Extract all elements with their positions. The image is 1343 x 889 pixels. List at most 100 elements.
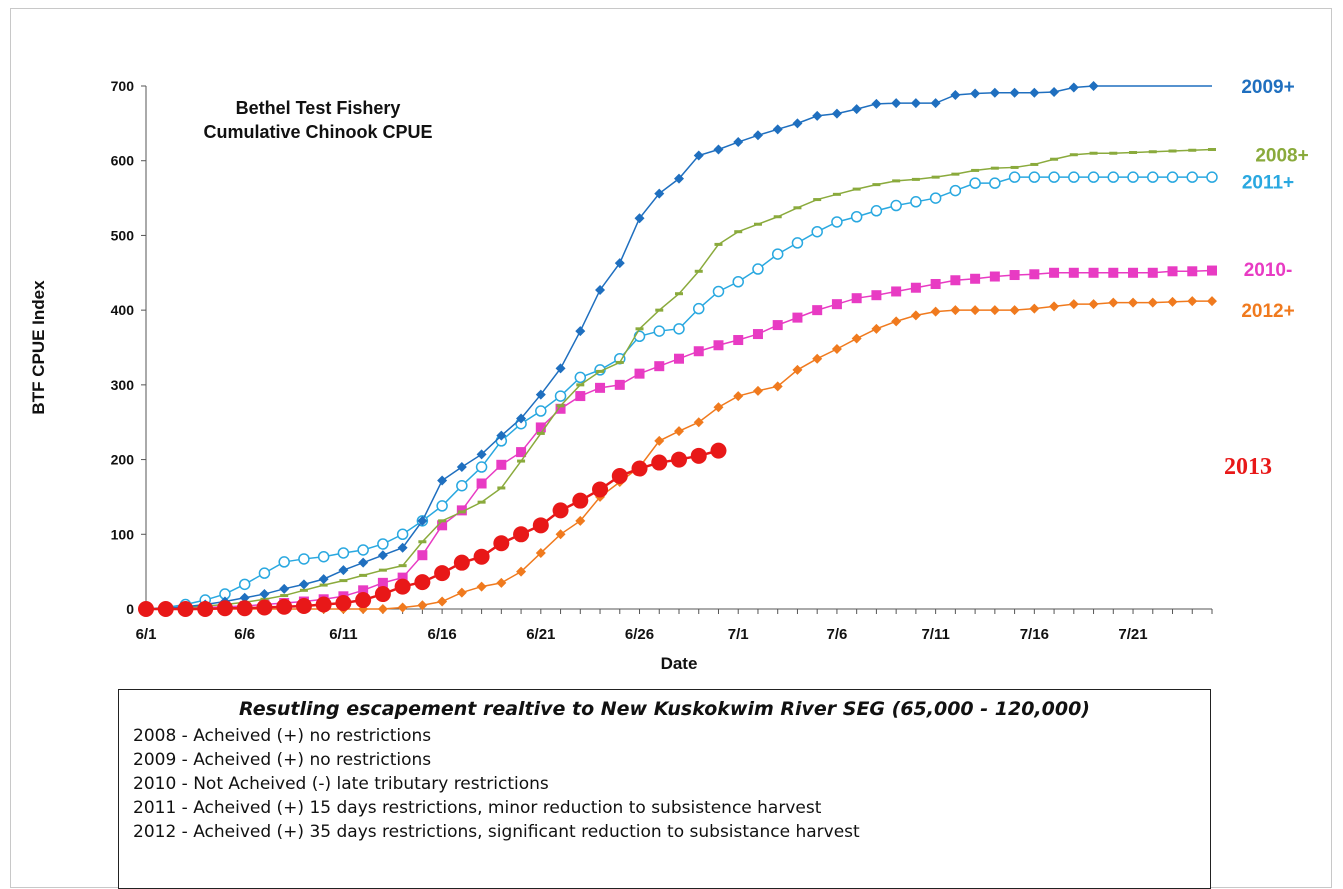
data-point: [1049, 267, 1060, 278]
data-point: [517, 459, 526, 463]
data-point: [398, 564, 407, 568]
x-tick-label: 7/11: [921, 626, 949, 643]
data-point: [335, 595, 352, 612]
data-point: [555, 363, 566, 374]
data-point: [1068, 299, 1079, 310]
data-point: [752, 263, 764, 275]
data-point: [1009, 270, 1020, 281]
data-point: [456, 462, 467, 473]
data-point: [871, 98, 882, 109]
data-point: [753, 222, 762, 226]
data-point: [516, 413, 527, 424]
data-point: [1049, 301, 1060, 312]
data-point: [970, 88, 981, 99]
data-point: [791, 237, 804, 249]
data-point: [792, 118, 803, 129]
data-point: [1029, 303, 1040, 314]
data-point: [891, 98, 902, 109]
data-point: [536, 431, 545, 435]
x-tick-label: 7/1: [728, 626, 749, 643]
series-2009: [141, 81, 1212, 614]
data-point: [1207, 265, 1217, 276]
data-point: [693, 417, 704, 428]
data-point: [358, 557, 369, 568]
data-point: [675, 292, 683, 296]
data-point: [197, 601, 214, 617]
data-point: [811, 225, 823, 238]
data-point: [338, 565, 349, 576]
data-point: [950, 89, 961, 100]
data-point: [615, 360, 624, 364]
data-point: [812, 305, 823, 316]
series-label: 2012+: [1241, 301, 1294, 322]
data-point: [394, 578, 411, 595]
data-point: [614, 379, 625, 390]
data-point: [831, 299, 842, 310]
x-tick-label: 6/6: [234, 626, 255, 643]
data-point: [1107, 171, 1120, 183]
y-tick-label: 200: [111, 452, 135, 468]
data-point: [714, 242, 723, 246]
data-point: [989, 305, 1000, 316]
data-point: [710, 442, 727, 459]
data-point: [476, 449, 487, 460]
data-point: [611, 468, 628, 485]
y-tick-label: 400: [111, 302, 135, 318]
data-point: [535, 389, 546, 400]
data-point: [950, 305, 961, 316]
data-point: [1166, 171, 1179, 183]
data-point: [1186, 171, 1199, 183]
data-point: [1167, 266, 1178, 277]
data-point: [773, 215, 782, 219]
data-point: [989, 87, 1000, 98]
data-point: [910, 282, 921, 293]
data-point: [1087, 171, 1100, 183]
data-point: [772, 124, 783, 135]
data-point: [378, 568, 387, 572]
data-point: [752, 385, 763, 396]
data-point: [358, 585, 369, 596]
data-point: [851, 333, 862, 344]
data-point: [1068, 171, 1080, 183]
series-label: 2008+: [1255, 146, 1308, 167]
data-point: [851, 293, 862, 304]
data-point: [258, 567, 271, 579]
data-point: [457, 510, 466, 514]
y-tick-label: 300: [111, 377, 135, 393]
data-point: [693, 346, 704, 357]
data-point: [493, 535, 510, 552]
data-point: [813, 198, 822, 202]
data-point: [374, 586, 391, 603]
data-point: [910, 310, 921, 321]
data-point: [259, 589, 270, 600]
data-point: [1089, 151, 1098, 155]
series-layer: [138, 81, 1218, 617]
data-point: [1168, 149, 1177, 153]
data-point: [929, 192, 942, 204]
data-point: [574, 371, 587, 384]
data-point: [496, 577, 507, 588]
data-point: [280, 594, 289, 598]
data-point: [377, 550, 388, 561]
data-point: [713, 402, 724, 413]
data-point: [989, 271, 1000, 282]
series-label: 2010-: [1244, 260, 1293, 281]
data-point: [535, 405, 547, 417]
data-point: [951, 172, 960, 176]
data-point: [772, 381, 783, 392]
data-point: [552, 502, 569, 519]
legend-line: 2012 - Acheived (+) 35 days restrictions…: [133, 822, 860, 842]
data-point: [516, 566, 527, 577]
data-point: [1129, 150, 1138, 154]
data-point: [555, 529, 566, 540]
data-point: [276, 598, 293, 615]
data-point: [635, 327, 644, 331]
data-point: [969, 177, 981, 189]
series-label: 2009+: [1241, 77, 1294, 98]
data-point: [238, 578, 251, 591]
data-point: [157, 601, 174, 617]
labels-layer: Bethel Test Fishery Cumulative Chinook CP…: [203, 77, 1308, 480]
data-point: [278, 556, 290, 568]
data-point: [990, 166, 999, 170]
data-point: [872, 183, 881, 187]
